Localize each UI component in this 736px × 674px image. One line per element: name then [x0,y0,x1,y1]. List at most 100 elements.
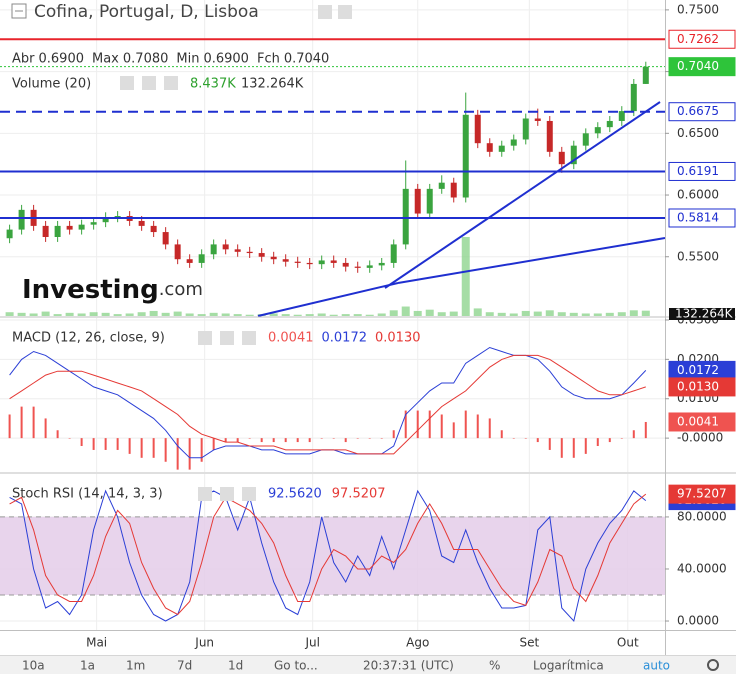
log-button[interactable]: Logarítmica [533,659,604,673]
histogram-bar [404,410,407,439]
volume-bar [161,312,170,316]
logo-text: Investing [22,275,159,305]
candle-body [450,182,457,198]
volume-bar [77,313,86,316]
y-tick-label: 80.0000 [677,509,727,523]
volume-bar [137,312,146,316]
close-button[interactable] [242,487,256,501]
volume-bar [605,312,614,316]
volume-bar [221,313,230,316]
level-label: 0.7040 [677,59,719,73]
histogram-bar [284,438,287,443]
volume-bar [89,312,98,316]
candle-body [258,253,265,257]
level-label-box [668,29,736,49]
volume-title: Volume (20) [12,77,91,92]
y-tick-label: 0.6000 [677,188,719,202]
candle-body [522,118,529,140]
auto-button[interactable]: auto [643,659,670,673]
value-tag: 97.5207 [677,487,727,501]
volume-bar [437,312,446,316]
x-tick-label: Set [519,636,539,650]
close-button[interactable] [242,331,256,345]
stoch-line [9,489,647,623]
volume-bar [5,312,14,316]
histogram-bar [632,430,635,439]
volume-bar [473,308,482,316]
candle-body [582,133,589,146]
candle-body [18,209,25,230]
range-button[interactable]: 10a [22,659,45,673]
macd-title: MACD (12, 26, close, 9) [12,331,165,346]
volume-bar [53,314,62,316]
candle-body [438,182,445,189]
histogram-bar [32,406,35,439]
eye-button[interactable] [318,5,332,19]
volume-bar [41,311,50,316]
level-label-box [668,57,736,77]
candle-body [378,262,385,266]
level-label: 0.6191 [677,164,719,178]
candle-body [642,66,649,84]
candle-body [618,111,625,121]
settings-button[interactable] [220,487,234,501]
value-tag: 0.0041 [677,414,719,428]
volume-bar [125,313,134,316]
settings-gear[interactable] [707,659,719,671]
histogram-bar [524,438,527,439]
eye-button[interactable] [198,331,212,345]
range-button[interactable]: 1a [80,659,95,673]
candle-body [234,249,241,252]
toolbar-items: 10a 1a 1m 7d 1d Go to... 20:37:31 (UTC)% Logarí… [22,659,670,673]
volume-bar [245,314,254,316]
x-tick-label: Jul [304,636,319,650]
candle-body [534,118,541,121]
histogram-bar [380,438,383,439]
eye-button[interactable] [120,76,134,90]
histogram-bar [320,438,323,439]
volume-bar [521,310,530,316]
histogram-bar [584,438,587,454]
percent-button[interactable]: % [489,659,500,673]
goto-button[interactable]: Go to... [274,659,318,673]
settings-button[interactable] [220,331,234,345]
histogram-bar [92,438,95,450]
histogram-bar [416,410,419,439]
histogram-bar [644,421,647,439]
volume-axis-value: 132.264K [241,77,304,92]
toolbar [0,655,736,674]
price-axis: MaiJunJulAgoSetOut0.75000.70000.65000.60… [86,2,736,650]
candle-body [78,224,85,230]
volume-bar [593,313,602,316]
range-button[interactable]: 7d [177,659,192,673]
histogram-bar [116,438,119,450]
candle-body [222,244,229,250]
candle-body [390,244,397,263]
ohlc-label: Abr [12,52,35,67]
logo-suffix: .com [159,279,203,300]
trend-line [397,237,666,284]
histogram-bar [20,406,23,439]
histogram-bar [128,438,131,454]
close-button[interactable] [164,76,178,90]
histogram-bar [392,430,395,439]
range-button[interactable]: 1d [228,659,243,673]
histogram-bar [272,438,275,443]
histogram-bar [68,438,71,439]
chart-title: Cofina, Portugal, D, Lisboa [34,2,259,22]
candle-body [150,225,157,233]
eye-button[interactable] [198,487,212,501]
settings-button[interactable] [142,76,156,90]
candle-body [270,256,277,260]
level-label: 0.5814 [677,210,719,224]
settings-button[interactable] [338,5,352,19]
band [0,516,665,596]
candle-body [54,225,61,237]
volume-bar [413,310,422,316]
volume-bar [197,314,206,316]
range-button[interactable]: 1m [126,659,145,673]
volume-bar [569,312,578,316]
volume-bar [509,313,518,316]
candle-body [66,225,73,230]
